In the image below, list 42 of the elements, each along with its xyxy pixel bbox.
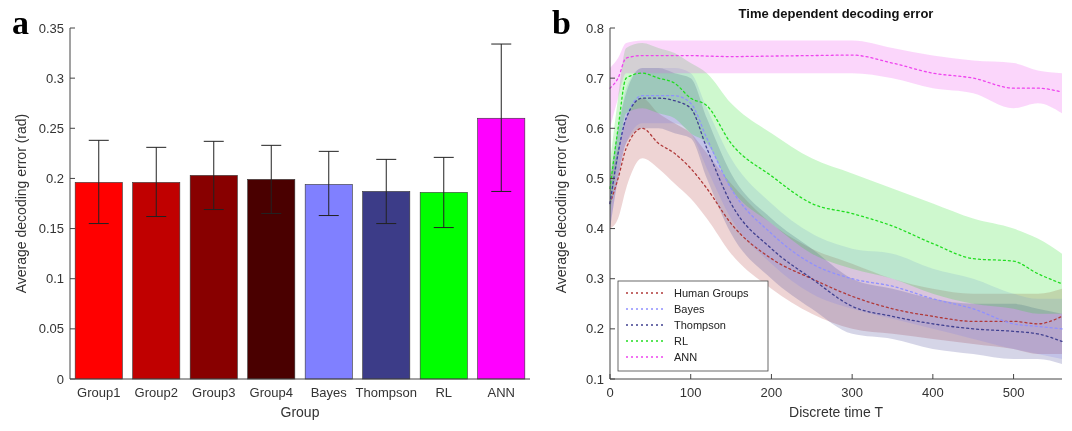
y-tick-label: 0	[56, 371, 64, 387]
x-tick-label: Group1	[77, 385, 121, 400]
text: b	[552, 4, 571, 41]
legend-label: Thompson	[674, 318, 726, 331]
x-tick-label: 0	[606, 385, 614, 400]
y-tick-label: 0.25	[38, 120, 64, 136]
x-tick-label: Group4	[249, 385, 293, 400]
y-tick-label: 0.6	[585, 120, 604, 136]
x-tick-label: 400	[922, 385, 944, 400]
x-tick-label: 500	[1002, 385, 1025, 400]
chart-title: Time dependent decoding error	[738, 6, 934, 21]
y-tick-label: 0.1	[45, 271, 64, 287]
x-tick-label: 200	[760, 385, 783, 400]
text: a	[12, 4, 29, 41]
x-tick-label: Group2	[134, 385, 178, 400]
legend-label: Human Groups	[674, 286, 750, 299]
y-tick-label: 0.4	[585, 221, 604, 237]
legend-label: RL	[674, 334, 689, 347]
x-tick-label: ANN	[487, 385, 515, 400]
x-tick-label: Group3	[192, 385, 236, 400]
x-tick-label: 300	[841, 385, 863, 400]
x-tick-label: 100	[679, 385, 702, 400]
y-tick-label: 0.2	[585, 321, 604, 337]
y-tick-label: 0.2	[45, 170, 64, 186]
x-axis-title: Discrete time T	[789, 404, 884, 420]
y-tick-label: 0.1	[585, 371, 604, 387]
y-tick-label: 0.3	[45, 70, 64, 86]
y-tick-label: 0.8	[585, 20, 604, 36]
y-tick-label: 0.3	[585, 271, 604, 287]
x-tick-label: RL	[435, 385, 453, 400]
legend-label: ANN	[674, 350, 698, 363]
x-tick-label: Bayes	[310, 385, 348, 400]
y-tick-label: 0.7	[585, 70, 604, 86]
y-axis-title: Average decoding error (rad)	[13, 113, 29, 294]
y-tick-label: 0.35	[38, 20, 64, 36]
y-tick-label: 0.05	[38, 321, 64, 337]
x-axis-title: Group	[280, 404, 320, 420]
y-tick-label: 0.5	[585, 170, 604, 186]
y-tick-label: 0.15	[38, 221, 64, 237]
legend-label: Bayes	[674, 302, 706, 315]
y-axis-title: Average decoding error (rad)	[553, 113, 569, 294]
x-tick-label: Thompson	[355, 385, 417, 400]
